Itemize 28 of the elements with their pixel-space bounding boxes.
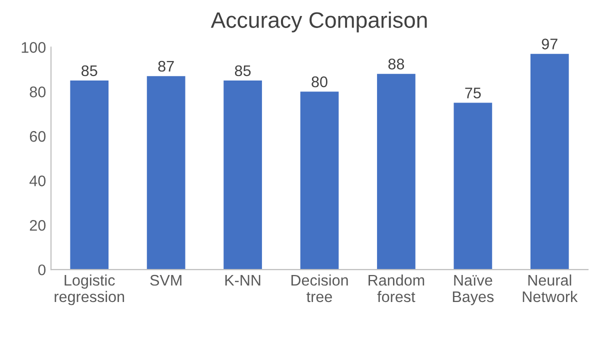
x-tick-label: Decision tree xyxy=(291,274,348,302)
data-label: 85 xyxy=(82,65,98,76)
y-tick-label: 80 xyxy=(30,86,46,98)
x-tick-label: Neural Network xyxy=(522,274,578,302)
x-tick-label: Naïve Bayes xyxy=(452,275,494,306)
data-label: 97 xyxy=(542,38,558,50)
x-tick-label: SVM xyxy=(150,274,182,286)
bar xyxy=(530,54,569,270)
x-tick-label: K-NN xyxy=(225,275,260,286)
x-tick-label: Logistic regression xyxy=(54,274,124,306)
data-label: 80 xyxy=(312,76,328,88)
chart-title: Accuracy Comparison xyxy=(210,12,427,32)
bar xyxy=(146,76,186,270)
y-tick-label: 40 xyxy=(30,176,46,186)
y-tick-label: 60 xyxy=(30,131,46,142)
data-label: 85 xyxy=(234,65,251,76)
bar xyxy=(300,92,339,270)
y-tick-label: 20 xyxy=(30,220,46,231)
data-label: 87 xyxy=(158,60,174,72)
bar xyxy=(70,80,109,270)
data-label: 75 xyxy=(465,88,481,98)
y-tick-label: 0 xyxy=(38,264,46,276)
bar xyxy=(377,74,416,270)
data-label: 88 xyxy=(388,58,404,70)
bar xyxy=(224,80,262,270)
bar xyxy=(454,102,492,270)
y-tick-label: 100 xyxy=(22,42,46,53)
x-tick-label: Random forest xyxy=(368,274,424,302)
